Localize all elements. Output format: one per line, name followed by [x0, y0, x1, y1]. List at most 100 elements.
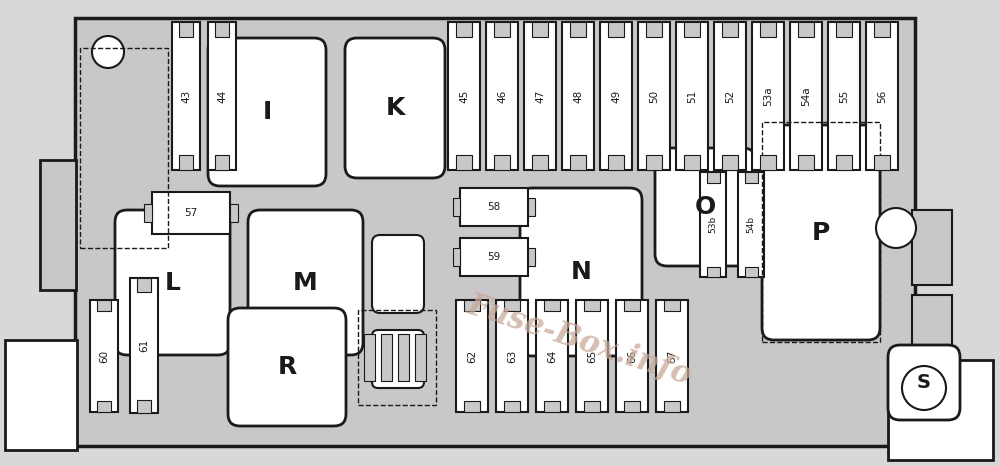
Bar: [722, 155, 738, 170]
Bar: [460, 238, 528, 276]
Bar: [524, 22, 556, 170]
Bar: [453, 248, 460, 266]
Text: I: I: [262, 100, 272, 124]
Bar: [532, 155, 548, 170]
Bar: [762, 122, 880, 342]
Text: 66: 66: [627, 350, 637, 363]
Bar: [40, 160, 76, 290]
Bar: [866, 22, 898, 170]
Text: O: O: [694, 195, 716, 219]
Text: 67: 67: [667, 350, 677, 363]
FancyBboxPatch shape: [762, 125, 880, 340]
Bar: [576, 300, 608, 412]
Bar: [460, 188, 528, 226]
Text: R: R: [277, 355, 297, 379]
Bar: [570, 22, 586, 37]
Bar: [912, 210, 952, 285]
Text: 45: 45: [459, 89, 469, 103]
Bar: [494, 22, 510, 37]
Circle shape: [876, 208, 916, 248]
Bar: [700, 172, 726, 277]
Bar: [656, 300, 688, 412]
Bar: [464, 300, 480, 311]
Bar: [536, 300, 568, 412]
Bar: [144, 204, 152, 222]
Bar: [798, 155, 814, 170]
FancyBboxPatch shape: [248, 210, 363, 355]
Bar: [738, 172, 764, 277]
Bar: [358, 310, 436, 405]
Bar: [381, 334, 392, 381]
Bar: [664, 401, 680, 412]
Text: 62: 62: [467, 350, 477, 363]
Bar: [760, 155, 776, 170]
Bar: [528, 248, 535, 266]
FancyBboxPatch shape: [520, 188, 642, 356]
Bar: [208, 22, 236, 170]
Bar: [828, 22, 860, 170]
Text: 55: 55: [839, 89, 849, 103]
FancyBboxPatch shape: [372, 330, 424, 388]
Bar: [496, 300, 528, 412]
Bar: [152, 192, 230, 234]
Bar: [874, 155, 890, 170]
FancyBboxPatch shape: [208, 38, 326, 186]
Bar: [608, 155, 624, 170]
Bar: [760, 22, 776, 37]
Bar: [706, 172, 720, 183]
Text: 60: 60: [99, 350, 109, 363]
Bar: [722, 22, 738, 37]
Bar: [456, 22, 472, 37]
Bar: [494, 155, 510, 170]
FancyBboxPatch shape: [228, 308, 346, 426]
Bar: [172, 22, 200, 170]
Bar: [453, 199, 460, 216]
Bar: [504, 300, 520, 311]
Bar: [570, 155, 586, 170]
Bar: [646, 155, 662, 170]
Bar: [714, 22, 746, 170]
Text: 43: 43: [181, 89, 191, 103]
Text: 44: 44: [217, 89, 227, 103]
Text: 64: 64: [547, 350, 557, 363]
Bar: [584, 300, 600, 311]
Text: S: S: [917, 373, 931, 392]
Bar: [608, 22, 624, 37]
Bar: [544, 300, 560, 311]
Text: M: M: [293, 270, 318, 295]
Bar: [137, 278, 151, 292]
Text: 52: 52: [725, 89, 735, 103]
Bar: [752, 22, 784, 170]
Bar: [744, 172, 758, 183]
Text: P: P: [812, 220, 830, 245]
Text: N: N: [571, 260, 591, 284]
Bar: [179, 155, 193, 170]
Bar: [646, 22, 662, 37]
Bar: [464, 401, 480, 412]
Bar: [744, 267, 758, 277]
FancyBboxPatch shape: [888, 345, 960, 420]
Bar: [456, 155, 472, 170]
Text: 57: 57: [184, 208, 198, 218]
FancyBboxPatch shape: [372, 235, 424, 313]
Bar: [600, 22, 632, 170]
Text: 56: 56: [877, 89, 887, 103]
Bar: [230, 204, 238, 222]
Text: 59: 59: [487, 252, 501, 262]
Bar: [448, 22, 480, 170]
Bar: [215, 155, 229, 170]
Bar: [5, 340, 77, 450]
Text: 48: 48: [573, 89, 583, 103]
Text: Fuse-Box.info: Fuse-Box.info: [464, 289, 696, 391]
Bar: [706, 267, 720, 277]
Bar: [790, 22, 822, 170]
Text: 54b: 54b: [746, 216, 756, 233]
Bar: [544, 401, 560, 412]
Bar: [912, 295, 952, 360]
Bar: [486, 22, 518, 170]
Bar: [398, 334, 409, 381]
Text: 65: 65: [587, 350, 597, 363]
Bar: [684, 22, 700, 37]
Text: 53a: 53a: [763, 86, 773, 106]
FancyBboxPatch shape: [115, 210, 230, 355]
